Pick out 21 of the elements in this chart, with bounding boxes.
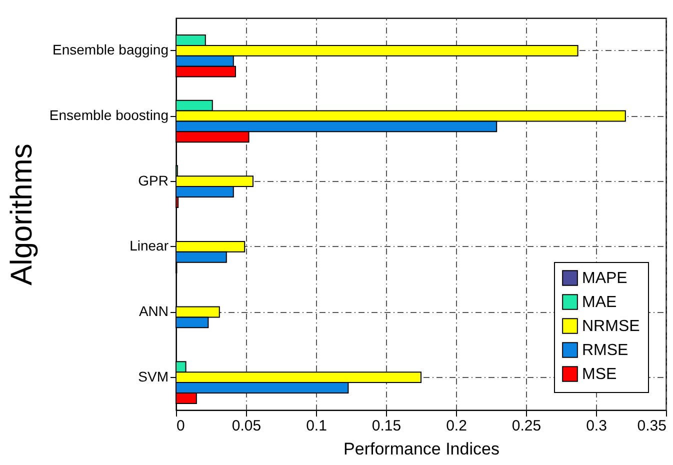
- y-tick-label: Ensemble bagging: [52, 42, 168, 58]
- x-tick-label: 0.1: [306, 418, 327, 434]
- x-axis-title: Performance Indices: [344, 440, 500, 458]
- legend-label: MAE: [582, 294, 617, 311]
- y-tick-label: Linear: [130, 238, 169, 254]
- legend-label: RMSE: [582, 342, 628, 359]
- x-tick-label: 0.25: [512, 418, 542, 434]
- y-axis-title: Algorithms: [5, 144, 38, 286]
- x-tick-label: 0.3: [586, 418, 607, 434]
- legend-label: MAPE: [582, 270, 628, 287]
- legend-label: MSE: [582, 366, 617, 383]
- x-tick-label: 0: [176, 418, 185, 434]
- y-tick-label: SVM: [138, 368, 168, 384]
- x-tick-label: 0.05: [232, 418, 262, 434]
- y-tick-label: ANN: [138, 303, 168, 319]
- legend-label: NRMSE: [582, 318, 640, 335]
- y-tick-label: GPR: [138, 172, 168, 188]
- x-tick-label: 0.15: [372, 418, 402, 434]
- x-tick-label: 0.35: [637, 418, 666, 434]
- y-tick-label: Ensemble boosting: [49, 107, 168, 123]
- x-tick-label: 0.2: [446, 418, 467, 434]
